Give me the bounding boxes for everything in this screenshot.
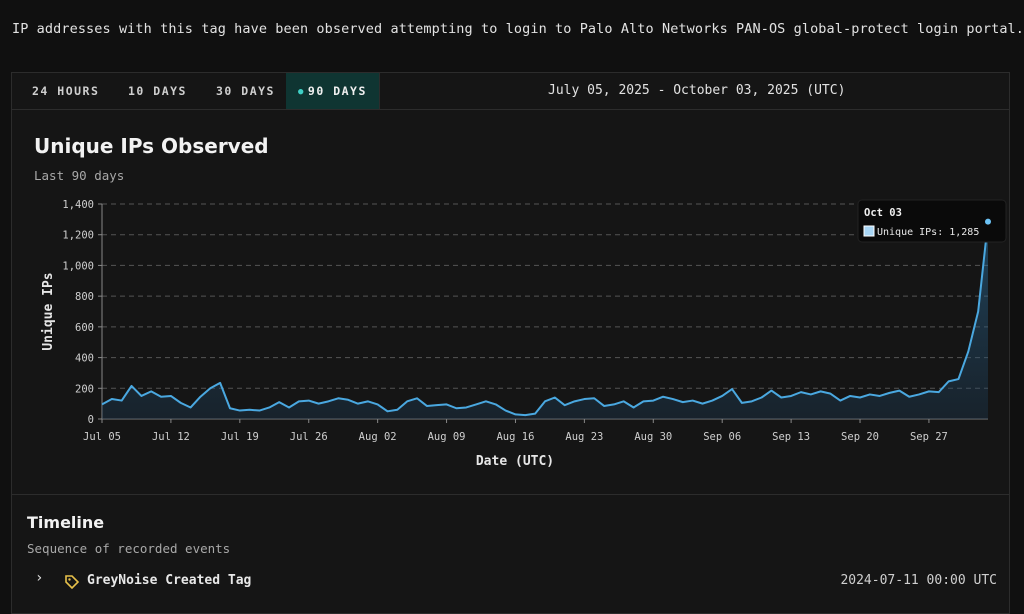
chevron-right-icon[interactable]: ›	[35, 570, 44, 586]
x-tick-label: Aug 23	[565, 431, 603, 443]
x-tick-label: Jul 26	[290, 431, 328, 443]
active-dot-icon: ●	[298, 87, 305, 97]
y-tick-label: 1,000	[62, 260, 94, 272]
x-tick-label: Aug 09	[428, 431, 466, 443]
tooltip-date: Oct 03	[864, 207, 902, 219]
y-axis-title: Unique IPs	[41, 272, 56, 350]
tooltip-swatch	[863, 225, 875, 237]
date-range: July 05, 2025 - October 03, 2025 (UTC)	[548, 83, 846, 98]
chart-subtitle: Last 90 days	[34, 168, 125, 183]
y-tick-label: 800	[75, 291, 94, 303]
x-axis-title: Date (UTC)	[476, 454, 554, 469]
y-tick-label: 400	[75, 353, 94, 365]
time-range-tabs: 24 HOURS 10 DAYS 30 DAYS ● 90 DAYS July 0…	[12, 73, 1009, 110]
tab-30-days[interactable]: 30 DAYS	[216, 84, 275, 98]
unique-ips-chart: 0 200 400 600 800 1,000 1,200 1,400 Jul 05 Jul 12…	[41, 199, 1007, 469]
event-time: 2024-07-11 00:00 UTC	[840, 573, 997, 588]
tab-90-days[interactable]: ● 90 DAYS	[286, 73, 380, 109]
tooltip-value: Unique IPs: 1,285	[877, 227, 979, 238]
x-tick-label: Aug 16	[496, 431, 534, 443]
x-tick-label: Jul 19	[221, 431, 259, 443]
timeline-subtitle: Sequence of recorded events	[27, 541, 231, 556]
x-tick-label: Sep 20	[841, 431, 879, 443]
series-area	[102, 221, 988, 419]
section-divider	[12, 494, 1009, 495]
x-tick-label: Sep 27	[910, 431, 948, 443]
activity-panel: 24 HOURS 10 DAYS 30 DAYS ● 90 DAYS July 0…	[11, 72, 1010, 614]
tag-icon	[65, 574, 80, 593]
x-tick-label: Aug 02	[359, 431, 397, 443]
timeline-event-row[interactable]: › GreyNoise Created Tag 2024-07-11 00:00…	[27, 570, 997, 593]
tag-description: IP addresses with this tag have been obs…	[12, 21, 1024, 37]
event-name: GreyNoise Created Tag	[87, 573, 252, 588]
x-tick-label: Jul 12	[152, 431, 190, 443]
x-tick-label: Sep 06	[703, 431, 741, 443]
y-tick-label: 600	[75, 322, 94, 334]
chart-title: Unique IPs Observed	[34, 134, 269, 158]
series-line	[101, 221, 989, 417]
y-tick-label: 0	[88, 414, 94, 426]
tab-24-hours[interactable]: 24 HOURS	[32, 84, 100, 98]
highlight-point	[985, 218, 991, 225]
tab-10-days[interactable]: 10 DAYS	[128, 84, 187, 98]
tab-90-days-label: 90 DAYS	[307, 84, 367, 98]
timeline-title: Timeline	[27, 513, 105, 532]
x-tick-label: Jul 05	[83, 431, 121, 443]
y-tick-label: 1,200	[62, 230, 94, 242]
tooltip-box	[857, 199, 1007, 243]
x-tick-label: Sep 13	[772, 431, 810, 443]
y-tick-label: 200	[75, 383, 94, 395]
y-tick-label: 1,400	[62, 199, 94, 211]
x-tick-label: Aug 30	[634, 431, 672, 443]
